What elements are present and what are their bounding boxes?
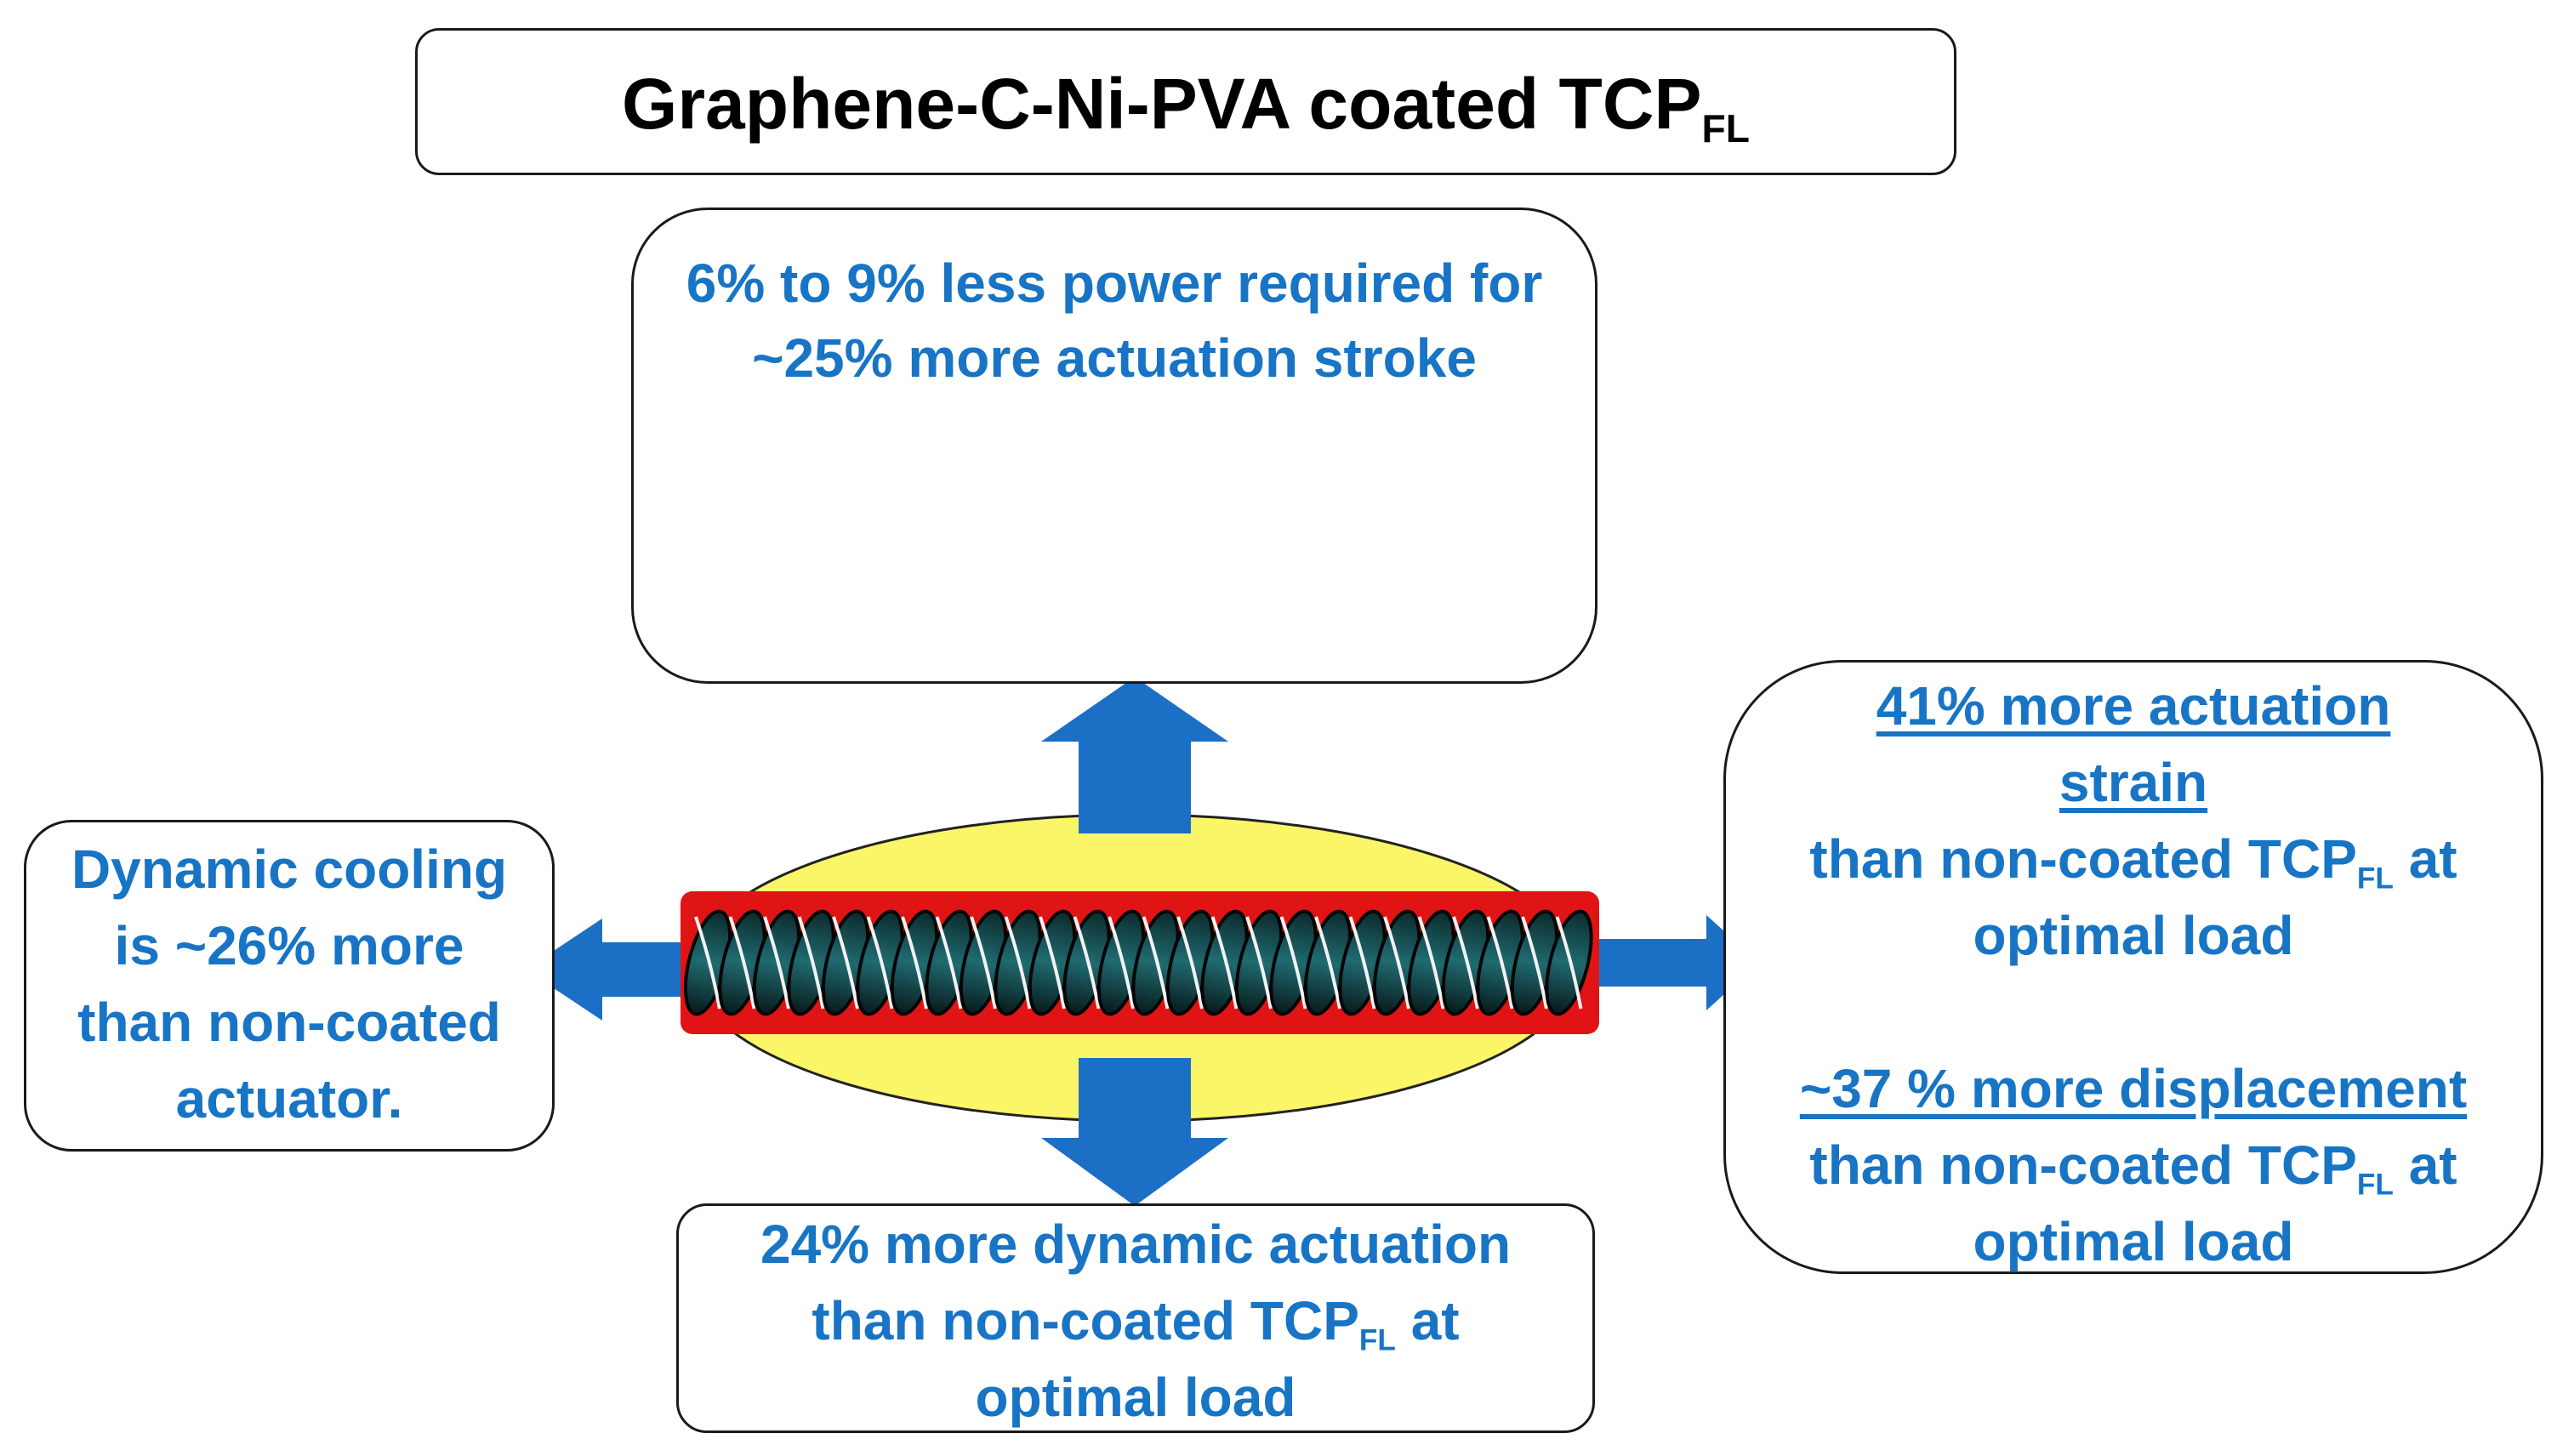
coil-wire — [1210, 916, 1239, 1010]
arrow-left — [526, 919, 682, 1021]
coil-wire — [1039, 916, 1066, 1010]
coil-wire — [1142, 916, 1170, 1010]
arrow-right — [1589, 915, 1759, 1010]
coil-wire — [935, 916, 963, 1010]
power-box: 6% to 9% less power required for ~25% mo… — [631, 208, 1597, 684]
coil-wire — [1108, 916, 1135, 1010]
displacement-heading: ~37 % more displacement — [1799, 1058, 2468, 1119]
coil-wire — [1555, 916, 1583, 1010]
coil-wire — [1452, 916, 1479, 1010]
strain-displacement-box: 41% more actuation strain than non-coate… — [1723, 660, 2543, 1274]
coil-wire — [970, 916, 997, 1010]
strain-heading: 41% more actuation — [1876, 675, 2391, 737]
coil-wire — [1521, 916, 1548, 1010]
coil-wire — [866, 916, 894, 1010]
coil-wire — [1486, 916, 1514, 1010]
strain-heading-2: strain — [2059, 752, 2208, 813]
dynamic-actuation-box: 24% more dynamic actuation than non-coat… — [676, 1203, 1595, 1433]
coil-wire — [901, 916, 928, 1010]
page-title: Graphene-C-Ni-PVA coated TCPFL — [415, 28, 1956, 175]
coil-wire — [1004, 916, 1032, 1010]
cooling-box: Dynamic cooling is ~26% more than non-co… — [24, 820, 555, 1152]
coil-wire — [1279, 916, 1307, 1010]
coil-wire — [1176, 916, 1204, 1010]
coil-wire — [763, 916, 790, 1010]
coil-wire — [694, 916, 721, 1010]
coil-wire — [1245, 916, 1273, 1010]
arrow-down — [1041, 1058, 1228, 1206]
coil-wire — [1073, 916, 1101, 1010]
coil-wire — [1348, 916, 1376, 1010]
coil-wire — [832, 916, 859, 1010]
tcp-coil-actuator — [681, 891, 1599, 1034]
coil-wire — [1314, 916, 1341, 1010]
arrow-up — [1041, 677, 1228, 833]
coil-wire — [728, 916, 756, 1010]
coil-wire — [797, 916, 825, 1010]
coil-wire — [1383, 916, 1410, 1010]
coil-wire — [1417, 916, 1445, 1010]
